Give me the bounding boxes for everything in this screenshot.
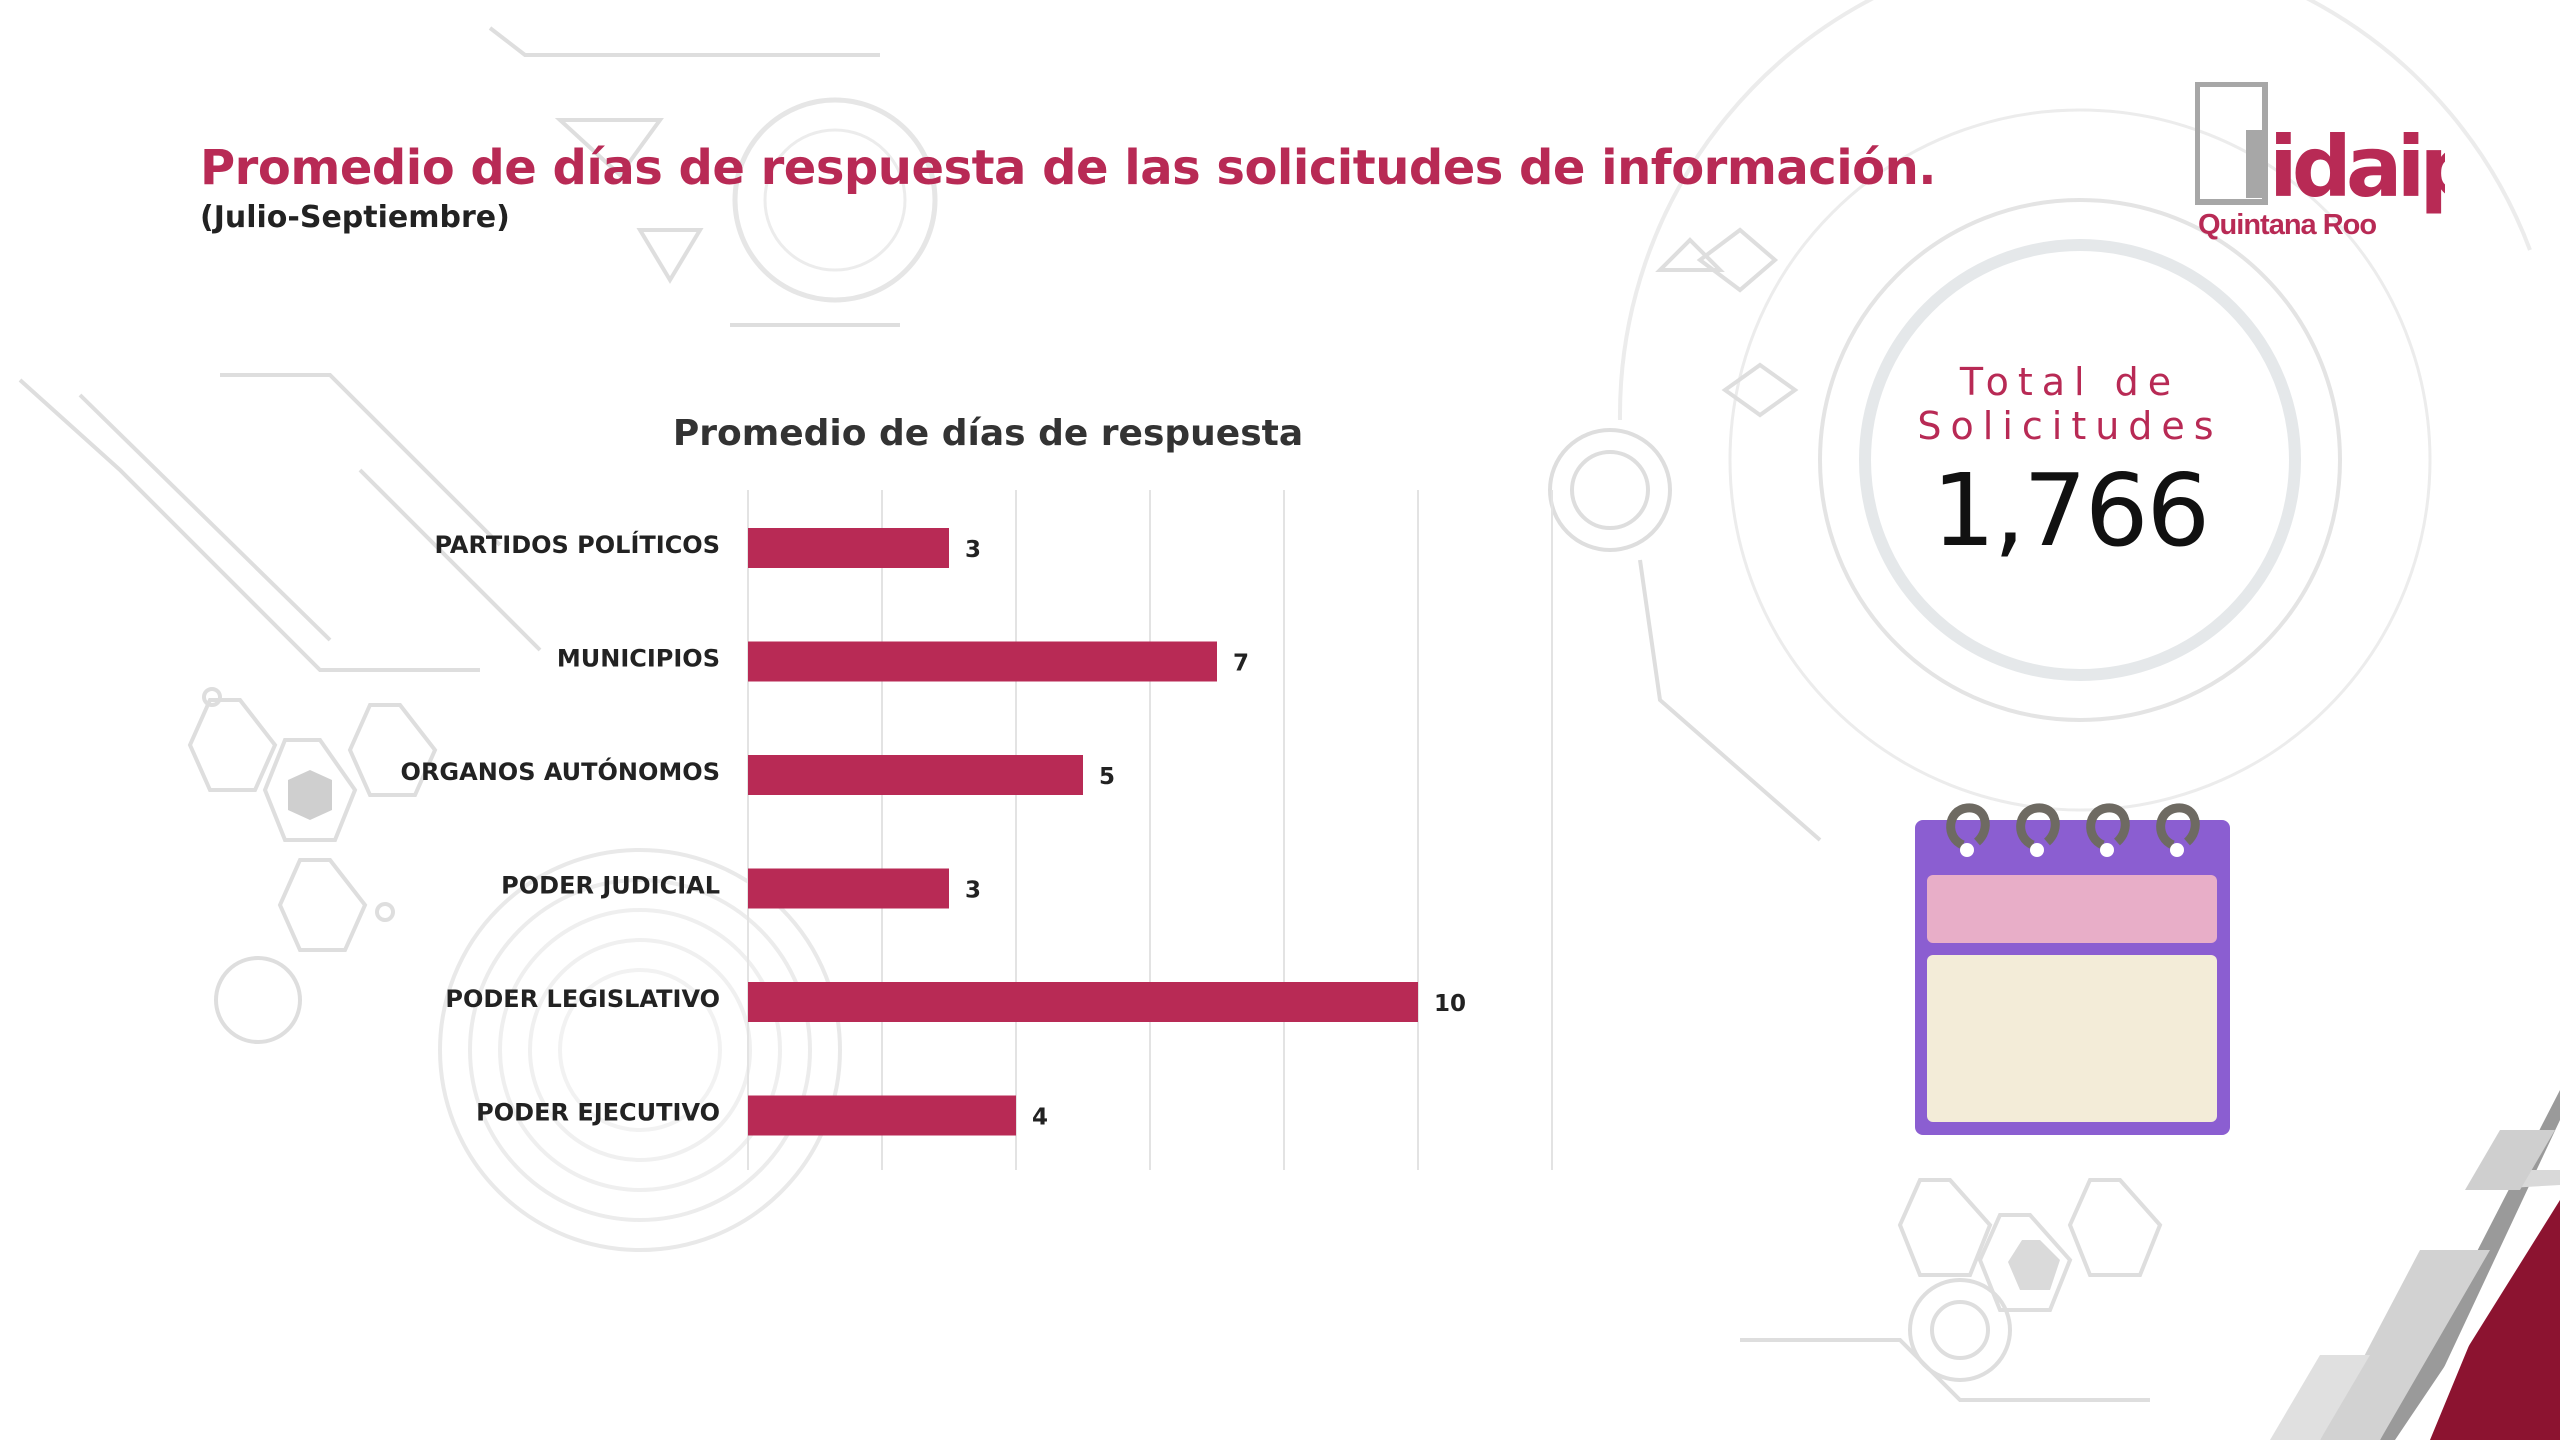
value-label: 4 bbox=[1032, 1105, 1048, 1131]
bar bbox=[748, 982, 1418, 1022]
category-label: PODER JUDICIAL bbox=[501, 872, 720, 900]
calendar-icon bbox=[1915, 803, 2230, 1135]
chart-bars bbox=[748, 528, 1418, 1136]
category-label: PARTIDOS POLÍTICOS bbox=[435, 530, 720, 559]
chart-title: Promedio de días de respuesta bbox=[673, 413, 1303, 454]
value-label: 7 bbox=[1233, 651, 1249, 677]
logo-name: idaip bbox=[2269, 118, 2445, 216]
bar bbox=[748, 528, 949, 568]
value-label: 10 bbox=[1434, 991, 1466, 1017]
value-label: 3 bbox=[965, 537, 981, 563]
bar bbox=[748, 641, 1217, 682]
chart-value-labels: 3 7 5 3 10 4 bbox=[965, 537, 1466, 1131]
logo-region: Quintana Roo bbox=[2198, 209, 2376, 241]
total-label: Total de Solicitudes bbox=[1917, 360, 2223, 448]
idaip-logo: idaip Quintana Roo bbox=[2195, 82, 2445, 241]
total-value: 1,766 bbox=[1931, 452, 2210, 569]
chart-gridlines bbox=[747, 490, 1553, 1170]
category-label: ORGANOS AUTÓNOMOS bbox=[401, 756, 720, 786]
bar bbox=[748, 755, 1083, 795]
value-label: 5 bbox=[1099, 764, 1115, 790]
category-label: MUNICIPIOS bbox=[557, 645, 720, 673]
category-label: PODER EJECUTIVO bbox=[476, 1099, 720, 1127]
chart-category-labels: PARTIDOS POLÍTICOS MUNICIPIOS ORGANOS AUTÓ… bbox=[401, 530, 720, 1127]
bar bbox=[748, 868, 949, 909]
page-subtitle: (Julio-Septiembre) bbox=[200, 200, 510, 235]
bar bbox=[748, 1095, 1016, 1136]
page-title: Promedio de días de respuesta de las sol… bbox=[200, 140, 1937, 196]
category-label: PODER LEGISLATIVO bbox=[445, 985, 720, 1013]
value-label: 3 bbox=[965, 878, 981, 904]
